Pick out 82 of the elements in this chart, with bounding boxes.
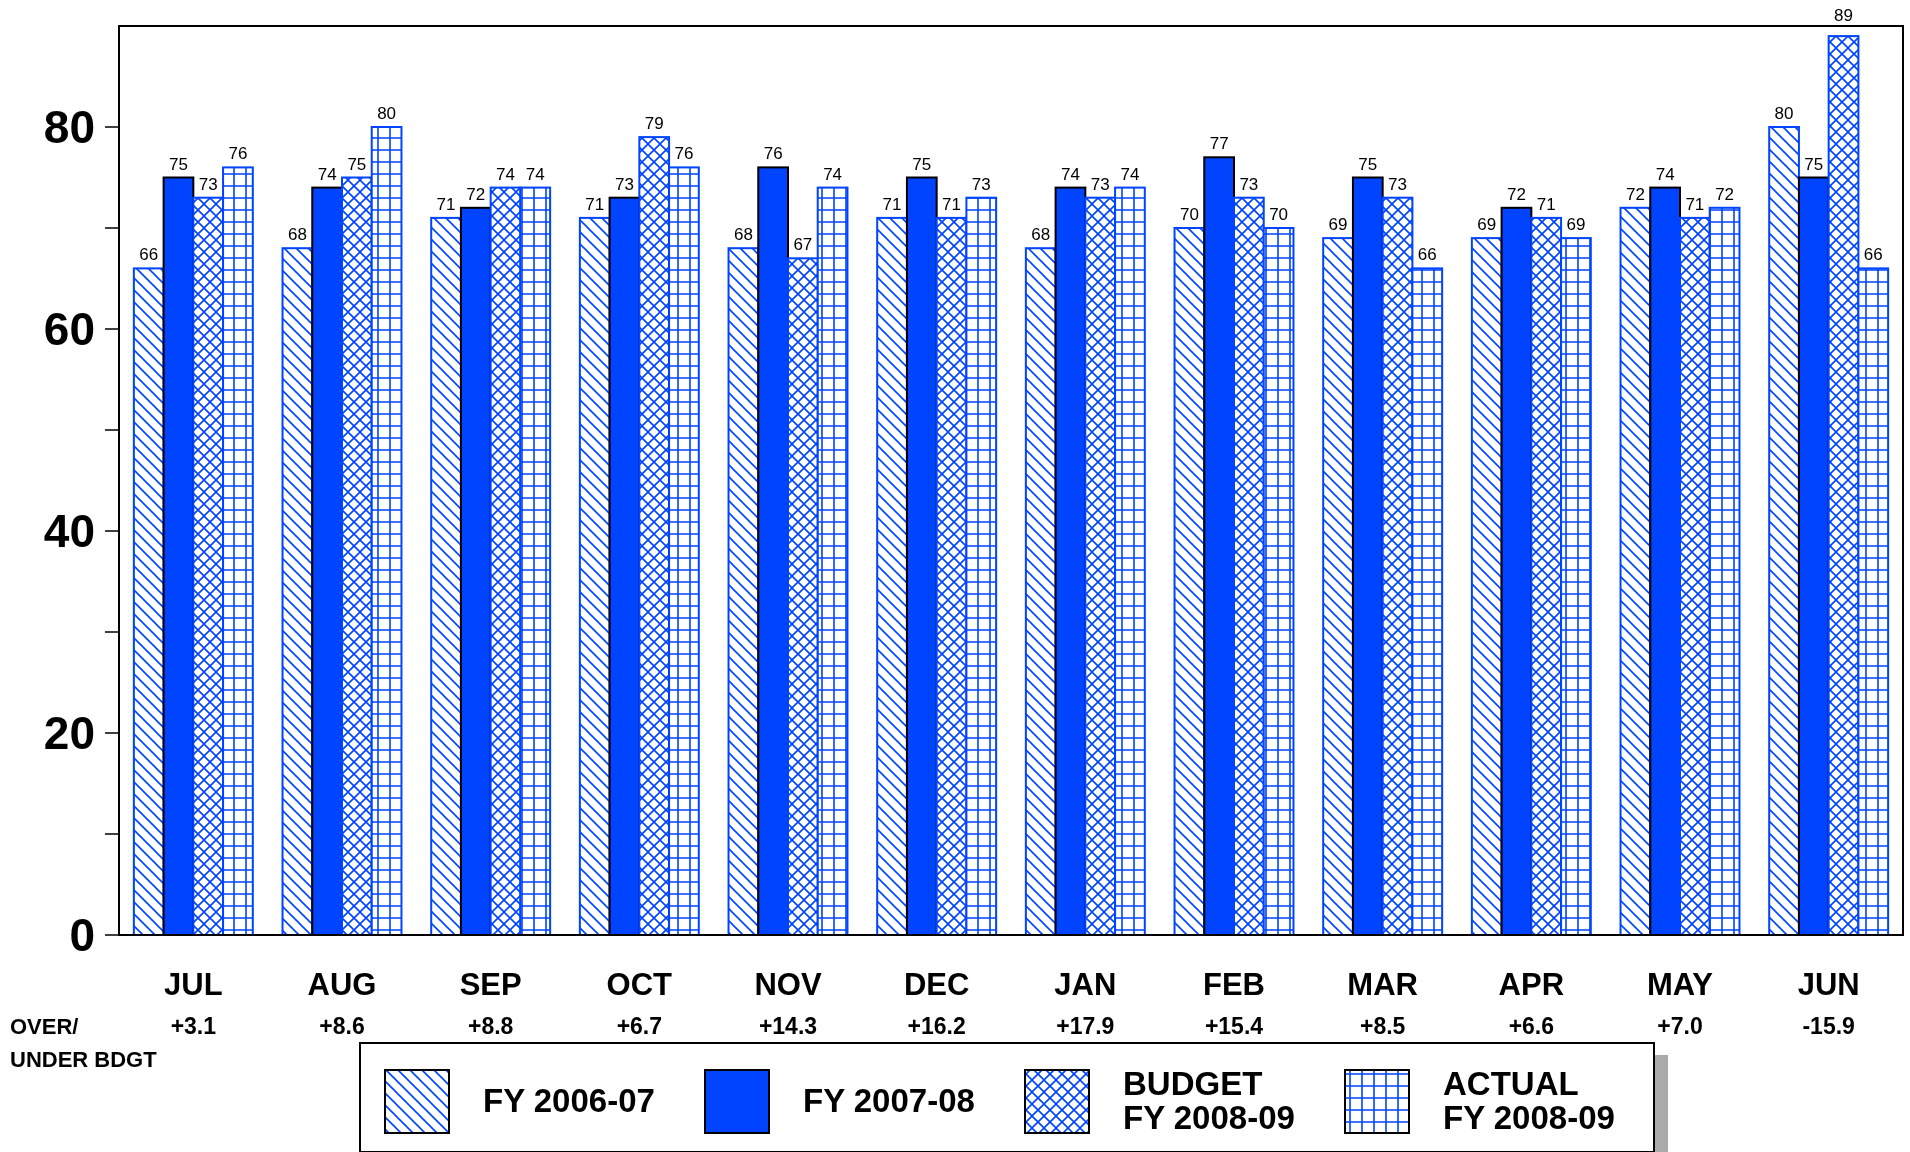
data-label: 70 [1179,205,1199,224]
data-label: 72 [1625,184,1645,204]
data-label: 75 [1804,154,1824,174]
data-label: 80 [1774,104,1794,123]
data-label: 77 [1209,134,1229,154]
legend-label: FY 2006-07 [483,1082,655,1119]
data-label: 74 [525,164,545,184]
data-label: 72 [1715,184,1735,204]
data-label: 74 [1120,164,1140,184]
data-label: 74 [1061,164,1080,184]
x-tick-label: DEC [903,967,970,1002]
data-label: 72 [1507,184,1526,204]
data-label: 79 [644,114,664,134]
data-label: 68 [1031,225,1051,245]
data-label: 69 [1328,215,1348,235]
y-tick-label: 40 [43,505,95,558]
data-label: 74 [823,164,843,184]
data-label: 76 [674,144,694,164]
legend-label: ACTUAL FY 2008-09 [1443,1065,1615,1136]
text: OVER/ UNDER BDGT [10,1014,158,1072]
data-label: 75 [347,154,367,174]
y-tick-label: 20 [43,707,95,760]
x-tick-label: MAY [1646,967,1714,1002]
y-tick-label: 80 [43,101,95,154]
text: -15.9 [1802,1013,1855,1039]
text: +6.7 [616,1013,663,1039]
text: +6.6 [1508,1013,1555,1039]
x-tick-label: APR [1498,967,1565,1002]
x-tick-label: OCT [606,967,673,1002]
y-tick-label: 60 [43,303,95,356]
data-label: 73 [1388,174,1407,194]
data-label: 72 [466,184,486,204]
data-label: 76 [228,144,248,164]
text: +8.5 [1359,1013,1406,1039]
text: +15.4 [1204,1013,1264,1039]
data-label: 74 [496,164,515,184]
data-label: 71 [1685,194,1705,214]
legend-label: FY 2007-08 [803,1082,975,1119]
data-label: 68 [733,225,753,245]
data-label: 74 [317,164,337,184]
text: +8.8 [467,1013,514,1039]
x-tick-label: MAR [1347,967,1418,1002]
text: +8.6 [319,1013,365,1039]
data-label: 73 [1090,174,1110,194]
x-tick-label: NOV [754,967,822,1002]
data-label: 71 [1536,194,1556,214]
data-label: 66 [1417,245,1437,265]
text: +3.1 [170,1013,217,1039]
data-label: 73 [615,174,634,194]
data-label: 76 [763,144,783,164]
data-label: 66 [1863,245,1883,265]
x-tick-label: JAN [1054,967,1117,1002]
text: +7.0 [1657,1013,1703,1039]
data-label: 69 [1566,215,1586,235]
data-label: 80 [377,104,397,123]
data-label: 74 [1655,164,1675,184]
y-tick-label: 0 [69,909,95,962]
data-label: 70 [1269,205,1289,224]
x-tick-label: JUL [164,967,223,1002]
data-label: 75 [169,154,188,174]
data-label: 73 [1239,174,1259,194]
data-label: 71 [942,194,961,214]
data-label: 71 [882,194,902,214]
data-label: 69 [1477,215,1497,235]
data-label: 67 [793,235,813,255]
x-tick-label: SEP [459,967,522,1002]
data-label: 73 [198,174,218,194]
data-label: 75 [912,154,932,174]
data-label: 71 [585,194,605,214]
x-tick-label: JUN [1797,967,1860,1002]
data-label: 73 [971,174,991,194]
text: +16.2 [907,1013,966,1039]
data-label: 75 [1358,154,1378,174]
data-label: 71 [436,194,456,214]
data-label: 68 [287,225,307,245]
legend-label: BUDGET FY 2008-09 [1123,1065,1295,1136]
text: +17.9 [1056,1013,1115,1039]
data-label: 66 [139,245,159,265]
text: +14.3 [758,1013,818,1039]
x-tick-label: AUG [307,967,377,1002]
x-tick-label: FEB [1203,967,1265,1002]
data-label: 89 [1834,6,1853,25]
